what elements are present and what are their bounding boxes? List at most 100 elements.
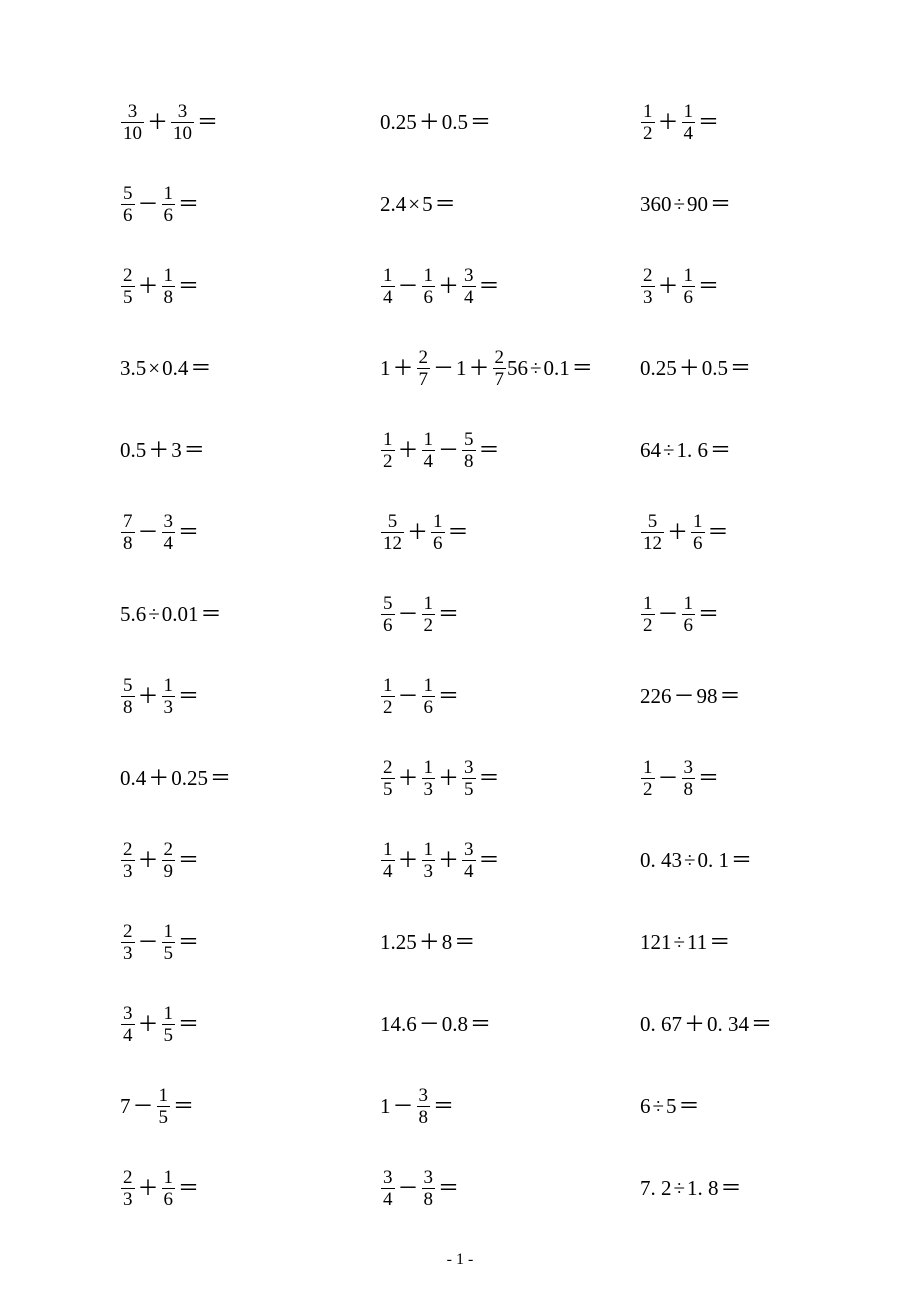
- problem-cell: 360÷90＝: [640, 182, 810, 226]
- problem-cell: 1－38＝: [380, 1084, 640, 1128]
- number-text: 7. 2: [640, 1178, 672, 1199]
- fraction: 12: [381, 676, 395, 717]
- problem-cell: 12＋14－58＝: [380, 428, 640, 472]
- operator: －: [674, 686, 695, 707]
- operator: －: [133, 1096, 154, 1117]
- fraction: 16: [422, 266, 436, 307]
- operator: ＋: [684, 1014, 705, 1035]
- problem-cell: 7－15＝: [120, 1084, 380, 1128]
- equals-sign: ＝: [698, 276, 719, 297]
- fraction: 310: [171, 102, 194, 143]
- problem-cell: 5.6÷0.01＝: [120, 592, 380, 636]
- fraction: 56: [121, 184, 135, 225]
- number-text: 0.1: [544, 358, 570, 379]
- number-text: 11: [687, 932, 707, 953]
- equals-sign: ＝: [470, 1014, 491, 1035]
- operator: ＋: [438, 850, 459, 871]
- number-text: 3.5: [120, 358, 146, 379]
- equals-sign: ＝: [178, 194, 199, 215]
- fraction: 25: [121, 266, 135, 307]
- equals-sign: ＝: [184, 440, 205, 461]
- number-text: 0.8: [442, 1014, 468, 1035]
- fraction: 13: [422, 758, 436, 799]
- equals-sign: ＝: [448, 522, 469, 543]
- equals-sign: ＝: [201, 604, 222, 625]
- operator: ＋: [438, 276, 459, 297]
- problem-cell: 14.6－0.8＝: [380, 1002, 640, 1046]
- operator: －: [398, 604, 419, 625]
- problem-cell: 34－38＝: [380, 1166, 640, 1210]
- problem-cell: 6÷5＝: [640, 1084, 810, 1128]
- operator: ＋: [407, 522, 428, 543]
- fraction: 12: [381, 430, 395, 471]
- operator: ÷: [684, 850, 696, 871]
- operator: －: [138, 932, 159, 953]
- fraction: 12: [641, 102, 655, 143]
- fraction: 14: [381, 266, 395, 307]
- fraction: 29: [162, 840, 176, 881]
- operator: －: [138, 522, 159, 543]
- fraction: 18: [162, 266, 176, 307]
- fraction: 310: [121, 102, 144, 143]
- operator: －: [419, 1014, 440, 1035]
- equals-sign: ＝: [720, 686, 741, 707]
- number-text: 3: [171, 440, 182, 461]
- equals-sign: ＝: [178, 1014, 199, 1035]
- equals-sign: ＝: [572, 358, 593, 379]
- number-text: 0. 34: [707, 1014, 749, 1035]
- number-text: 0. 43: [640, 850, 682, 871]
- operator: －: [658, 604, 679, 625]
- problem-cell: 0. 67＋0. 34＝: [640, 1002, 810, 1046]
- number-text: 5: [666, 1096, 677, 1117]
- operator: ＋: [658, 276, 679, 297]
- equals-sign: ＝: [721, 1178, 742, 1199]
- number-text: 5: [422, 194, 433, 215]
- number-text: 2.4: [380, 194, 406, 215]
- fraction: 512: [641, 512, 664, 553]
- fraction: 16: [162, 184, 176, 225]
- operator: ＋: [469, 358, 490, 379]
- problem-cell: 14－16＋34＝: [380, 264, 640, 308]
- operator: ＋: [419, 112, 440, 133]
- equals-sign: ＝: [470, 112, 491, 133]
- problem-cell: 310＋310＝: [120, 100, 380, 144]
- equals-sign: ＝: [190, 358, 211, 379]
- equals-sign: ＝: [438, 604, 459, 625]
- number-text: 8: [442, 932, 453, 953]
- problem-cell: 3.5×0.4＝: [120, 346, 380, 390]
- number-text: 6: [640, 1096, 651, 1117]
- problem-cell: 56－12＝: [380, 592, 640, 636]
- number-text: 0.25: [640, 358, 677, 379]
- fraction: 16: [691, 512, 705, 553]
- equals-sign: ＝: [479, 850, 500, 871]
- fraction: 78: [121, 512, 135, 553]
- operator: ＋: [138, 1014, 159, 1035]
- fraction: 15: [157, 1086, 171, 1127]
- fraction: 34: [462, 266, 476, 307]
- problem-cell: 23＋16＝: [640, 264, 810, 308]
- page-number: - 1 -: [0, 1251, 920, 1269]
- number-text: 0.25: [171, 768, 208, 789]
- equals-sign: ＝: [708, 522, 729, 543]
- operator: ÷: [663, 440, 675, 461]
- fraction: 34: [162, 512, 176, 553]
- operator: ＋: [398, 440, 419, 461]
- fraction: 15: [162, 922, 176, 963]
- equals-sign: ＝: [197, 112, 218, 133]
- problem-cell: 0.5＋3＝: [120, 428, 380, 472]
- fraction: 12: [641, 758, 655, 799]
- fraction: 34: [462, 840, 476, 881]
- equals-sign: ＝: [751, 1014, 772, 1035]
- equals-sign: ＝: [710, 440, 731, 461]
- problem-cell: 78－34＝: [120, 510, 380, 554]
- number-text: 0.01: [162, 604, 199, 625]
- number-text: 0.25: [380, 112, 417, 133]
- number-text: 0. 67: [640, 1014, 682, 1035]
- equals-sign: ＝: [479, 768, 500, 789]
- number-text: 64: [640, 440, 661, 461]
- number-text: 90: [687, 194, 708, 215]
- operator: ＋: [138, 686, 159, 707]
- number-text: 14.6: [380, 1014, 417, 1035]
- problem-cell: 58＋13＝: [120, 674, 380, 718]
- fraction: 14: [682, 102, 696, 143]
